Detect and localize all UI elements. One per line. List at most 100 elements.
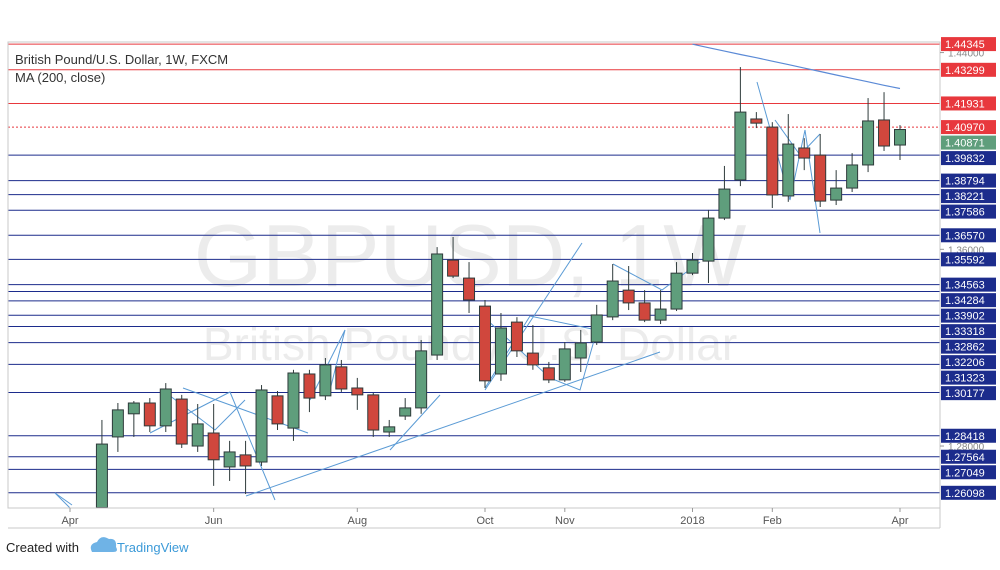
price-label: 1.37586 [945,207,985,219]
price-label: 1.44345 [945,39,985,51]
price-label-box [941,173,996,188]
candle-body [447,259,460,277]
price-label: 1.40970 [945,122,985,134]
price-label: 1.34284 [945,295,985,307]
candle-body [862,120,875,166]
candle-body [766,126,779,196]
price-label-box [941,62,996,77]
candle-body [574,342,587,359]
candle-body [431,253,444,356]
candle-body [606,280,619,318]
chart-title: British Pound/U.S. Dollar, 1W, FXCM [15,52,228,67]
candle-body [526,352,539,366]
price-label: 1.38221 [945,191,985,203]
candle-body [510,321,523,352]
candle-body [111,409,124,438]
price-label: 1.40871 [945,138,985,150]
candle-body [383,426,396,433]
candle-body [223,451,236,468]
x-tick-label: Apr [891,515,908,527]
candle-body [335,366,348,390]
candle-body [622,289,635,304]
candle-body [319,364,332,397]
candle-body [894,129,906,146]
candle-body [830,187,843,201]
price-label: 1.30177 [945,388,985,400]
x-tick-label: Feb [763,515,782,527]
trendline [389,394,441,451]
candle-body [558,348,571,381]
price-label-box [941,228,996,243]
price-label-box [941,428,996,443]
candle-body [399,407,412,417]
price-label-box [941,96,996,111]
candle-body [95,443,108,508]
footer-brand[interactable]: TradingView [117,540,189,555]
candle-body [415,350,428,409]
trendline [54,492,71,508]
candle-body [239,454,252,467]
candle-body [351,387,364,396]
x-tick-label: Apr [61,515,78,527]
x-tick-label: Nov [555,515,575,527]
trendline [245,351,661,497]
price-label: 1.32206 [945,357,985,369]
price-label-box [941,37,996,52]
price-label: 1.31323 [945,373,985,385]
price-label-box [941,308,996,323]
price-label: 1.33318 [945,326,985,338]
candle-body [542,367,555,381]
price-label-box [941,252,996,267]
candle-body [494,327,507,375]
price-label-box [941,485,996,500]
candle-body [654,308,667,321]
price-label-box [941,370,996,385]
price-label-box [941,135,996,150]
price-label-box [941,449,996,464]
candle-body [702,217,715,262]
candle-body [127,402,140,415]
overlay [692,43,901,90]
price-label-box [941,339,996,354]
price-label: 1.43299 [945,65,985,77]
price-label-box [941,277,996,292]
price-label: 1.33902 [945,311,985,323]
axes: 1.44000 1.36000 1.28000 1.44345 1.43299 1.419… [61,37,996,527]
candle-body [463,277,476,301]
price-label: 1.35592 [945,254,985,266]
price-label: 1.38794 [945,176,985,188]
brand-logo [90,537,117,552]
candle-body [638,302,651,321]
candle-body [846,164,859,189]
price-label-box [941,189,996,204]
candle-body [367,394,380,431]
y-tick-label: 1.28000 [948,442,985,453]
price-label-box [941,151,996,166]
price-label: 1.28418 [945,431,985,443]
price-label-box [941,120,996,135]
candle-body [750,118,763,124]
candle-body [271,395,284,425]
footer-prefix: Created with [6,540,79,555]
candle-body [479,305,491,382]
price-label: 1.39832 [945,153,985,165]
price-label-box [941,204,996,219]
price-label: 1.41931 [945,98,985,110]
candle-body [255,389,268,463]
price-label: 1.32862 [945,342,985,354]
candle-body [303,373,316,399]
candle-body [207,432,220,461]
candle-body [798,147,811,159]
candle-body [734,111,747,181]
candle-body [718,188,731,219]
ma-line [692,43,901,90]
y-tick-label: 1.44000 [948,49,985,60]
price-label: 1.26098 [945,488,985,500]
price-label: 1.27049 [945,467,985,479]
price-label-box [941,386,996,401]
price-label: 1.34563 [945,280,985,292]
candle-body [686,259,699,274]
candle-body [191,423,204,447]
price-label-box [941,324,996,339]
